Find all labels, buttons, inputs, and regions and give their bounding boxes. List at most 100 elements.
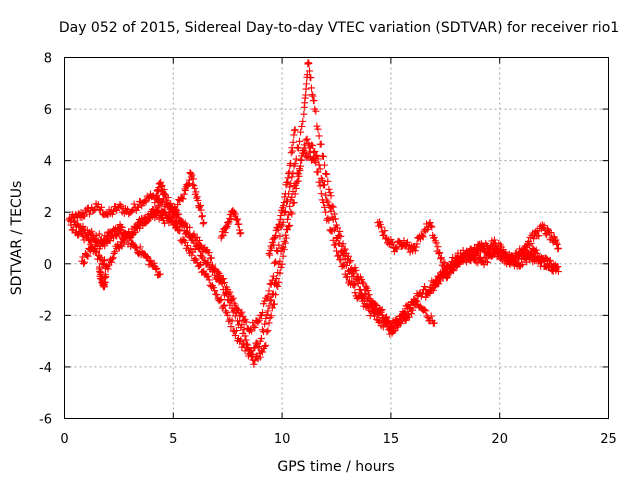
data-point <box>358 294 366 302</box>
data-point <box>428 223 436 231</box>
data-point <box>243 324 251 332</box>
data-point <box>285 168 293 176</box>
data-point <box>285 170 293 178</box>
data-point <box>310 96 318 104</box>
data-point <box>310 154 318 162</box>
data-point <box>319 198 327 206</box>
data-point <box>397 320 405 328</box>
data-point <box>334 234 342 242</box>
data-point <box>197 201 204 209</box>
data-point <box>286 183 294 191</box>
data-point <box>380 231 388 239</box>
data-point <box>164 193 172 201</box>
data-point <box>551 263 559 271</box>
x-tick-label: 10 <box>274 432 291 447</box>
data-point <box>279 243 287 251</box>
data-point <box>315 178 323 186</box>
data-point <box>243 343 251 351</box>
data-point <box>359 278 367 286</box>
data-point <box>267 296 275 304</box>
series-track-c <box>71 146 417 360</box>
data-point <box>552 239 560 247</box>
data-point <box>327 192 335 200</box>
data-point <box>334 252 342 260</box>
data-point <box>551 261 559 269</box>
data-point <box>220 301 228 309</box>
data-point <box>302 136 310 144</box>
data-point <box>188 171 196 179</box>
data-point <box>349 280 357 288</box>
data-point <box>227 323 235 331</box>
data-point <box>437 254 445 262</box>
data-point <box>323 170 331 178</box>
data-point <box>314 125 322 133</box>
y-tick-label: -4 <box>39 361 52 376</box>
data-point <box>264 327 272 335</box>
data-point <box>219 302 227 310</box>
data-point <box>80 260 88 268</box>
data-point <box>278 244 286 252</box>
data-point <box>533 253 541 261</box>
data-point <box>296 137 304 145</box>
data-point <box>250 322 258 330</box>
data-point <box>265 287 273 295</box>
data-point <box>351 289 359 297</box>
data-point <box>333 247 340 255</box>
data-point <box>449 266 457 274</box>
data-point <box>130 200 138 208</box>
data-point <box>212 290 220 298</box>
y-tick-label: -6 <box>39 413 52 428</box>
data-point <box>510 256 518 264</box>
data-point <box>484 258 492 266</box>
data-point <box>426 219 434 227</box>
data-point <box>418 232 426 240</box>
data-point <box>528 250 536 258</box>
data-point <box>396 238 404 246</box>
data-point <box>427 312 435 320</box>
data-point <box>277 212 285 220</box>
data-point <box>421 306 429 314</box>
data-point <box>143 253 151 261</box>
data-point <box>180 190 188 198</box>
data-point <box>549 266 557 274</box>
data-point <box>287 159 295 167</box>
data-point <box>102 273 110 281</box>
data-point <box>233 215 241 223</box>
data-point <box>529 244 537 252</box>
data-point <box>505 250 513 258</box>
data-point <box>285 211 293 219</box>
data-point <box>95 252 103 260</box>
data-point <box>383 319 391 327</box>
data-point <box>129 230 137 238</box>
data-point <box>218 280 226 288</box>
data-point <box>284 215 292 223</box>
data-point <box>239 329 247 337</box>
data-point <box>79 222 87 230</box>
data-point <box>287 149 295 157</box>
data-point <box>303 135 311 143</box>
data-point <box>420 286 428 294</box>
data-point <box>364 295 372 303</box>
data-point <box>231 332 239 340</box>
data-point <box>167 200 175 208</box>
data-point <box>253 339 261 347</box>
data-point <box>531 228 539 236</box>
data-point <box>467 245 475 253</box>
data-point <box>109 254 117 262</box>
data-point <box>269 290 277 298</box>
data-point <box>550 262 558 270</box>
data-point <box>284 197 292 205</box>
data-point <box>519 246 527 254</box>
data-point <box>238 321 246 329</box>
data-point <box>99 238 107 246</box>
data-point <box>270 241 278 249</box>
data-point <box>226 288 234 296</box>
data-point <box>86 210 94 218</box>
data-point <box>353 276 361 284</box>
data-point <box>259 348 267 356</box>
data-point <box>223 309 231 317</box>
data-point <box>352 275 360 283</box>
data-point <box>179 219 187 227</box>
series-track-b <box>67 135 430 368</box>
